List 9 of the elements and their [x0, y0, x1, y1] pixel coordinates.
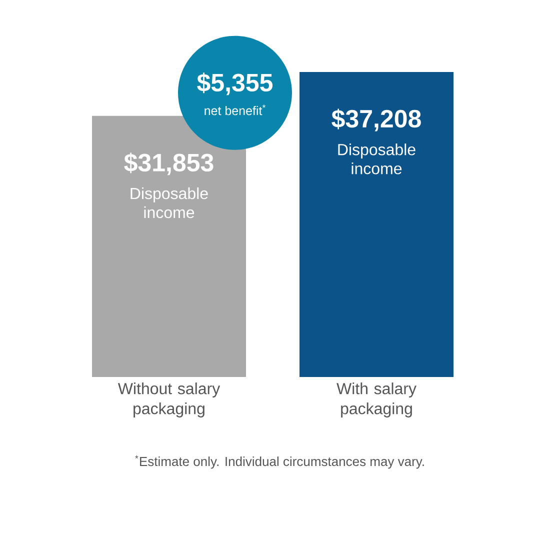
annotation: net benefit$^{*}$: [204, 104, 266, 116]
x-tick-label: With salary packaging: [336, 382, 416, 418]
x-tick-label: Without salary packaging: [118, 382, 220, 418]
annotation: $5,355: [197, 72, 273, 96]
data-label: $37,208: [332, 108, 421, 132]
data-label: $31,853: [124, 152, 214, 176]
annotation: Disposable income: [130, 187, 208, 218]
text: $^{*}$Estimate only. Individual circumstances may vary.: [135, 455, 424, 469]
annotation: Disposable income: [338, 144, 416, 174]
